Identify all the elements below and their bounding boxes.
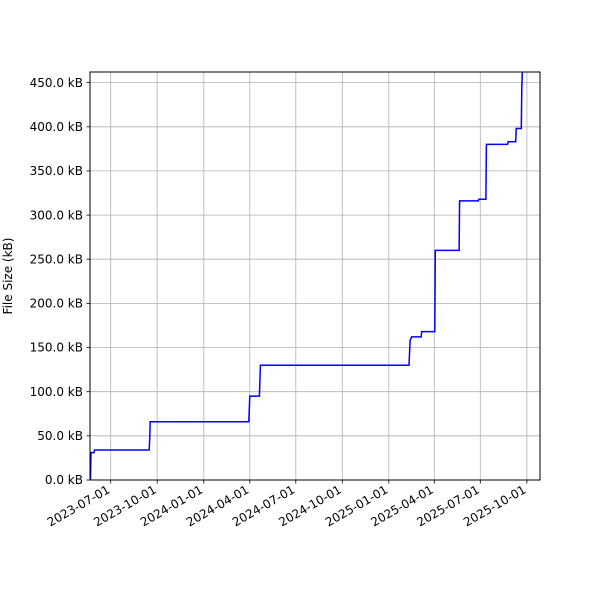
y-tick-label: 0.0 kB	[45, 473, 83, 487]
plot-frame	[89, 71, 541, 481]
y-tick-label: 400.0 kB	[30, 120, 83, 134]
file-size-line	[89, 71, 524, 481]
y-tick-label: 200.0 kB	[30, 297, 83, 311]
y-tick-label: 100.0 kB	[30, 385, 83, 399]
y-axis-label: File Size (kB)	[1, 238, 15, 315]
y-tick-label: 300.0 kB	[30, 208, 83, 222]
y-tick-label: 50.0 kB	[37, 429, 83, 443]
y-tick-label: 450.0 kB	[30, 76, 83, 90]
grid-lines	[90, 72, 540, 481]
y-tick-label: 250.0 kB	[30, 252, 83, 266]
series-group	[89, 71, 524, 481]
y-axis: 0.0 kB 50.0 kB 100.0 kB 150.0 kB 200.0 kB 250…	[30, 76, 90, 487]
plot-area	[90, 72, 540, 480]
y-tick-label: 150.0 kB	[30, 341, 83, 355]
y-tick-label: 350.0 kB	[30, 164, 83, 178]
